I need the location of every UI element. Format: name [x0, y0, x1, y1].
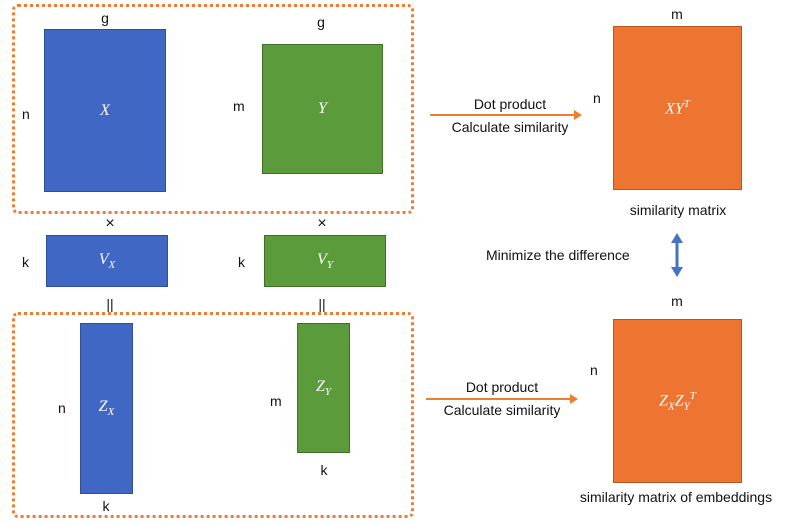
equals-left: || [106, 296, 114, 312]
y-matrix-label: Y [318, 100, 327, 117]
times-left: × [105, 215, 115, 232]
zy-matrix: ZY [297, 323, 350, 453]
x-matrix: X [44, 29, 166, 192]
zzt-label: ZXZYT [659, 389, 696, 413]
zx-side-dim: n [58, 400, 66, 416]
zzt-side-dim: n [590, 362, 598, 378]
double-arrow-icon [671, 233, 683, 277]
x-side-dim: n [22, 106, 30, 122]
y-matrix: Y [262, 44, 383, 174]
y-side-dim: m [233, 98, 245, 114]
embedding-similarity-caption: similarity matrix of embeddings [579, 489, 773, 505]
top-arrow-line2: Calculate similarity [451, 119, 569, 135]
top-arrow-line1: Dot product [473, 96, 547, 112]
vx-label: VX [98, 250, 116, 272]
xyt-top-dim: m [671, 6, 683, 22]
times-right: × [317, 215, 327, 232]
vx-side-dim: k [22, 254, 29, 270]
y-top-dim: g [317, 14, 325, 30]
zy-label: ZY [315, 377, 332, 399]
zy-side-dim: m [270, 393, 282, 409]
top-group-outline [12, 4, 414, 214]
equals-right: || [318, 296, 326, 312]
bottom-arrow-line2: Calculate similarity [443, 402, 561, 418]
vy-matrix: VY [264, 235, 386, 287]
vy-side-dim: k [238, 254, 245, 270]
bottom-group-outline [12, 312, 414, 518]
similarity-matrix-caption: similarity matrix [629, 202, 727, 218]
similarity-matrix: XYT [613, 26, 742, 190]
vy-label: VY [317, 250, 333, 272]
zx-bottom-dim: k [102, 498, 110, 514]
embedding-similarity-matrix: ZXZYT [613, 319, 742, 483]
x-matrix-label: X [100, 101, 110, 119]
zx-label: ZX [98, 398, 115, 419]
minimize-difference-label: Minimize the difference [486, 247, 630, 263]
zzt-top-dim: m [671, 293, 683, 309]
bottom-arrow-line1: Dot product [465, 379, 539, 395]
xyt-side-dim: n [593, 90, 601, 106]
xyt-label: XYT [665, 97, 690, 118]
x-top-dim: g [101, 10, 109, 26]
vx-matrix: VX [46, 235, 168, 287]
bottom-arrow [426, 394, 578, 404]
zx-matrix: ZX [80, 323, 133, 494]
zy-bottom-dim: k [320, 462, 328, 478]
top-arrow [430, 110, 582, 120]
